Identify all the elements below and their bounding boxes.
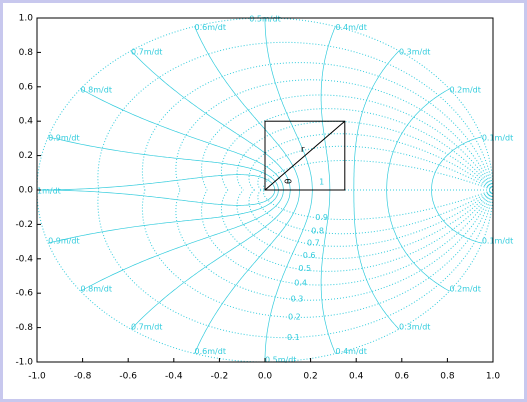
- radius-label: r: [301, 145, 305, 155]
- damping-label: 0.8: [311, 226, 324, 235]
- damping-curve: [263, 189, 494, 220]
- y-tick-label: 0.0: [19, 186, 34, 196]
- frequency-curve: [130, 189, 291, 330]
- frequency-curve: [264, 189, 313, 362]
- frequency-label: 0.6m/dt: [195, 23, 226, 32]
- damping-label: 0.6: [303, 251, 316, 260]
- x-tick-label: -1.0: [28, 372, 46, 382]
- angle-label: θ: [285, 178, 295, 184]
- damping-label: 0.3: [291, 294, 304, 303]
- frequency-label: 0.4m/dt: [335, 23, 366, 32]
- frequency-label: 0.2m/dt: [449, 285, 480, 294]
- x-tick-label: 1.0: [486, 372, 501, 382]
- y-tick-label: 0.4: [19, 117, 34, 127]
- frequency-label: 1m/dt: [37, 187, 61, 196]
- frequency-curve: [386, 189, 450, 292]
- y-tick-label: -0.4: [15, 254, 33, 264]
- x-tick-label: -0.2: [211, 372, 229, 382]
- damping-curve: [141, 62, 494, 191]
- y-tick-label: -1.0: [15, 358, 33, 368]
- frequency-curve: [320, 26, 336, 191]
- frequency-label: 0.1m/dt: [482, 237, 513, 246]
- frequency-curve: [353, 50, 400, 191]
- y-tick-label: -0.2: [15, 220, 33, 230]
- x-tick-label: 0.6: [395, 372, 410, 382]
- frequency-curve: [37, 189, 276, 206]
- damping-label: 0.2: [288, 313, 301, 322]
- damping-curve: [97, 41, 494, 191]
- frequency-curve: [431, 136, 482, 191]
- damping-label: 0.5: [298, 264, 311, 273]
- y-tick-label: -0.8: [15, 323, 33, 333]
- frequency-curve: [353, 189, 400, 330]
- frequency-label: 0.1m/dt: [482, 133, 513, 142]
- damping-curve: [175, 189, 494, 301]
- frequency-curve: [194, 26, 300, 191]
- damping-label: 0.7: [307, 239, 320, 248]
- x-tick-label: 0.2: [303, 372, 317, 382]
- damping-curve: [201, 189, 494, 286]
- frequency-curve: [194, 189, 300, 354]
- frequency-label: 0.5m/dt: [249, 15, 280, 24]
- frequency-curve: [386, 88, 450, 191]
- x-tick-label: -0.8: [74, 372, 92, 382]
- frequency-curve: [48, 189, 279, 244]
- frequency-curve: [80, 189, 284, 292]
- plot-background: [3, 3, 524, 399]
- x-tick-label: -0.6: [119, 372, 137, 382]
- damping-label: 1: [319, 178, 324, 187]
- damping-curve: [236, 189, 494, 260]
- frequency-curve: [130, 50, 291, 191]
- frequency-curve: [80, 88, 284, 191]
- damping-curve: [257, 189, 494, 235]
- y-tick-label: -0.6: [15, 289, 33, 299]
- frequency-label: 0.3m/dt: [399, 323, 430, 332]
- damping-label: 0.1: [287, 333, 300, 342]
- frequency-curve: [37, 174, 276, 191]
- frequency-label: 0.2m/dt: [449, 85, 480, 94]
- frequency-curve: [264, 18, 313, 191]
- x-tick-label: 0.4: [349, 372, 364, 382]
- frequency-curve: [431, 189, 482, 244]
- damping-curve: [97, 189, 494, 339]
- y-tick-label: 0.6: [19, 82, 34, 92]
- sketch-box: [264, 120, 346, 191]
- damping-curve: [201, 94, 494, 191]
- frequency-label: 0.6m/dt: [195, 347, 226, 356]
- x-tick-label: -0.4: [165, 372, 183, 382]
- frequency-label: 0.5m/dt: [265, 356, 296, 365]
- frequency-label: 0.7m/dt: [131, 47, 162, 56]
- damping-label: 0.4: [294, 279, 307, 288]
- damping-curve: [175, 79, 494, 191]
- y-tick-label: 0.2: [19, 151, 33, 161]
- y-tick-label: 1.0: [19, 14, 34, 24]
- sketch-radius: [264, 120, 346, 191]
- damping-label: 0.9: [315, 213, 328, 222]
- frequency-label: 0.9m/dt: [48, 133, 79, 142]
- frequency-label: 0.8m/dt: [81, 85, 112, 94]
- damping-curve: [141, 189, 494, 318]
- frequency-label: 0.3m/dt: [399, 47, 430, 56]
- x-tick-label: 0.0: [258, 372, 273, 382]
- frequency-label: 0.8m/dt: [81, 285, 112, 294]
- y-tick-label: 0.8: [19, 48, 34, 58]
- frequency-label: 0.4m/dt: [335, 347, 366, 356]
- frequency-curve: [320, 189, 336, 354]
- damping-curve: [263, 160, 494, 191]
- frequency-label: 0.7m/dt: [131, 323, 162, 332]
- x-tick-label: 0.8: [440, 372, 455, 382]
- frequency-label: 0.9m/dt: [48, 237, 79, 246]
